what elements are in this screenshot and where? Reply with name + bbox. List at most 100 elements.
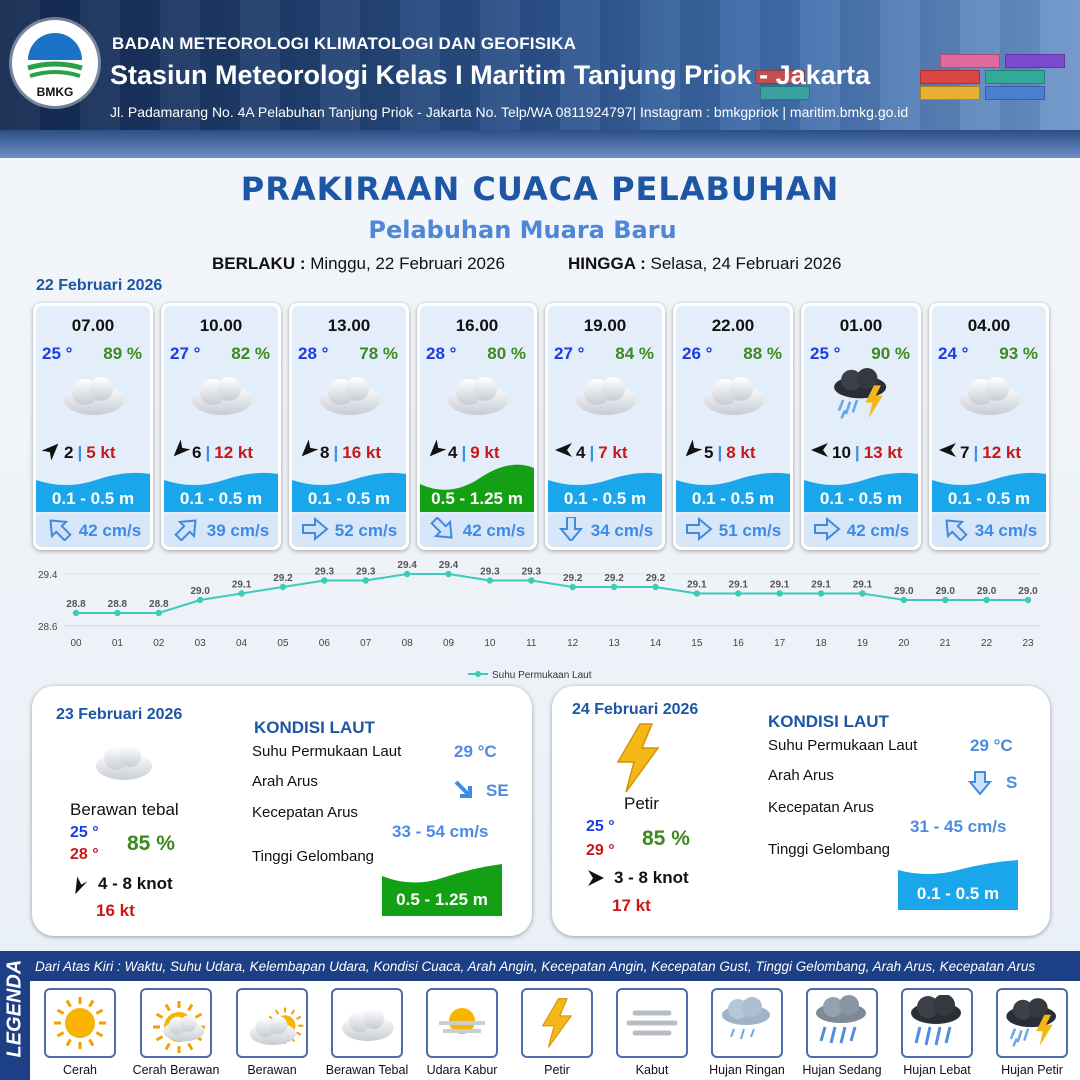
x-tick-label: 23 [1022,638,1034,649]
forecast-time: 04.00 [967,316,1011,335]
valid-to: HINGGA : Selasa, 24 Februari 2026 [568,254,841,274]
wind-speed: 4 [448,442,458,462]
forecast-card: 16.00 28 ° 80 % 4 | 9 kt 0.5 - 1.25 m 42… [417,303,537,550]
forecast-humidity: 88 % [743,344,782,363]
legend-item-label: Berawan Tebal [325,1063,409,1077]
current-arrow-icon [968,771,992,796]
x-tick-label: 11 [526,638,537,649]
data-label: 29.3 [356,567,376,578]
forecast-current: 42 cm/s [420,514,534,547]
day2-temp-min: 25 ° [70,824,99,841]
station-address: Jl. Padamarang No. 4A Pelabuhan Tanjung … [110,104,909,120]
day3-cur-speed: 31 - 45 cm/s [910,817,1007,836]
page-title: PRAKIRAAN CUACA PELABUHAN [240,170,840,208]
data-label: 29.0 [190,586,210,597]
partly-cloudy-icon [236,988,308,1058]
fog-icon [616,988,688,1058]
current-arrow-icon [173,517,201,546]
day3-temp-max: 29 ° [586,842,615,859]
data-point [403,570,411,578]
data-point [362,577,369,584]
day2-sst: 29 °C [454,742,497,761]
haze-icon [426,988,498,1058]
data-point [693,590,701,597]
day1-date: 22 Februari 2026 [36,277,163,294]
legend-item-label: Kabut [635,1063,669,1077]
forecast-card: 22.00 26 ° 88 % 5 | 8 kt 0.1 - 0.5 m 51 … [673,303,793,550]
forecast-wind: 4 | 7 kt [554,440,628,465]
legend-item-label: Cerah Berawan [132,1063,220,1077]
current-speed: 34 cm/s [974,521,1038,540]
wind-speed: 10 [832,442,851,462]
gust-speed: 5 kt [86,442,116,462]
x-tick-label: 07 [360,638,372,649]
gust-speed: 7 kt [598,442,628,462]
x-tick-label: 21 [940,638,952,649]
forecast-time: 13.00 [327,316,371,335]
current-arrow-icon [301,516,329,546]
day2-date: 23 Februari 2026 [56,706,183,723]
legend-side-label: LEGENDA [3,959,26,1058]
port-name: Pelabuhan Muara Baru [368,216,677,244]
sst-chart: 29.4 28.6 28.8 00 28.8 01 28.8 02 29.0 03 29.1 04 29… [38,560,1040,681]
current-arrow-icon [429,515,457,546]
y-tick-label: 28.6 [38,622,58,633]
wind-speed: 2 [64,442,74,462]
wind-arrow-icon [42,440,62,465]
forecast-current: 42 cm/s [36,514,150,547]
wind-speed: 7 [960,442,970,462]
day2-cur-dir-value: SE [486,781,509,800]
forecast-temp: 27 ° [170,344,201,363]
valid-from-value: Minggu, 22 Februari 2026 [310,254,505,273]
lightning-icon [521,988,593,1058]
forecast-wind: 8 | 16 kt [298,440,381,465]
x-tick-label: 19 [857,638,869,649]
x-tick-label: 01 [112,638,124,649]
day2-wind: 4 - 8 knot [70,874,173,894]
forecast-wind: 6 | 12 kt [170,440,253,465]
wave-height: 0.1 - 0.5 m [691,489,775,508]
data-label: 29.0 [935,586,955,597]
wave-graphic [36,472,150,512]
day2-sst-label: Suhu Permukaan Laut [252,743,402,760]
data-point [735,590,742,597]
x-tick-label: 18 [815,638,827,649]
legend-marker [475,671,481,677]
x-tick-label: 04 [236,638,248,649]
wind-arrow-icon [426,440,446,465]
data-label: 29.2 [563,573,583,584]
data-label: 28.8 [66,599,86,610]
x-tick-label: 17 [774,638,786,649]
day3-gust: 17 kt [612,896,651,915]
forecast-humidity: 89 % [103,344,142,363]
data-point [942,596,949,604]
forecast-temp: 25 ° [810,344,841,363]
sun-cloud-icon [140,988,212,1058]
wind-arrow-icon [170,440,190,465]
legend-item-label: Berawan [247,1063,297,1077]
forecast-wind: 5 | 8 kt [682,440,756,465]
valid-to-value: Selasa, 24 Februari 2026 [650,254,842,273]
current-speed: 42 cm/s [846,521,910,540]
day3-wave: 0.1 - 0.5 m [916,884,1000,903]
station-name: Stasiun Meteorologi Kelas I Maritim Tanj… [110,60,871,90]
data-point [983,596,990,604]
current-speed: 34 cm/s [590,521,654,540]
data-point [528,577,535,584]
valid-from: BERLAKU : Minggu, 22 Februari 2026 [212,254,505,274]
x-tick-label: 20 [898,638,910,649]
svg-text:BMKG: BMKG [37,85,74,99]
data-point [900,596,908,604]
data-label: 29.1 [770,580,790,591]
data-point [445,570,452,578]
wave-height: 0.1 - 0.5 m [819,489,903,508]
x-tick-label: 03 [195,638,207,649]
forecast-card: 01.00 25 ° 90 % 10 | 13 kt 0.1 - 0.5 m 4… [801,303,921,550]
wave-graphic [420,464,534,512]
wave-graphic [932,472,1046,512]
legend-side: LEGENDA [0,951,30,1080]
current-arrow-icon [557,515,585,546]
data-point [610,583,618,591]
forecast-wind: 2 | 5 kt [42,440,116,465]
forecast-temp: 27 ° [554,344,585,363]
